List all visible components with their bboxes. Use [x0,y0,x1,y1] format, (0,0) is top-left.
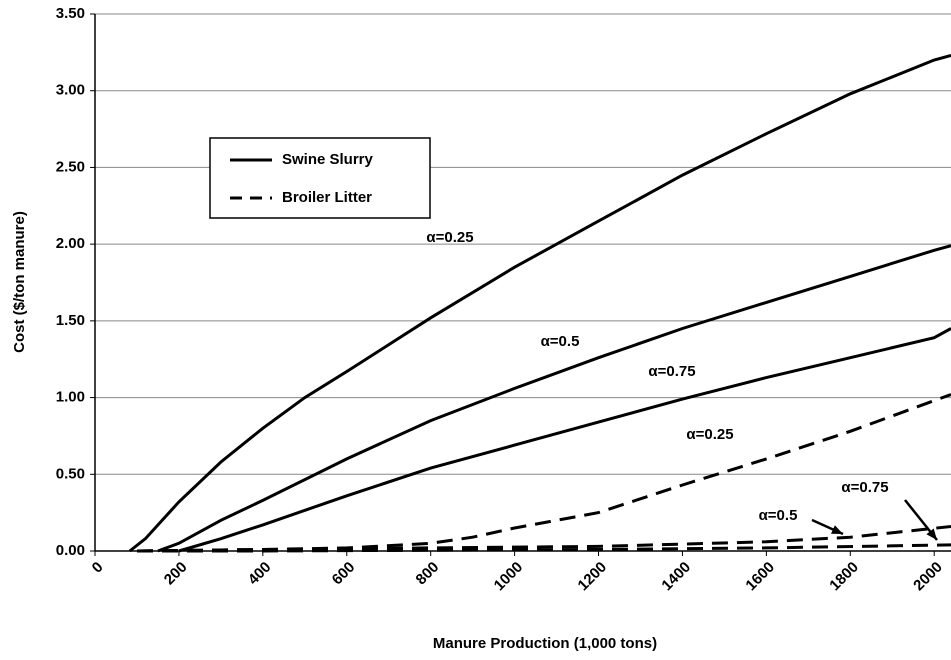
line-label: α=0.5 [759,507,798,524]
x-tick-label: 1400 [658,559,694,595]
arrow-head [926,528,937,540]
y-tick-label: 1.50 [56,312,85,329]
arrow-head [831,525,843,534]
x-tick-label: 1800 [826,559,862,595]
legend-label: Broiler Litter [282,189,372,206]
x-tick-label: 1000 [491,559,527,595]
line-label: α=0.75 [841,479,888,496]
line-label: α=0.25 [426,229,473,246]
y-tick-label: 0.00 [56,542,85,559]
line-label: α=0.5 [541,333,580,350]
line [178,327,951,553]
y-tick-label: 1.00 [56,389,85,406]
x-tick-label: 0 [89,559,107,577]
line-label: α=0.25 [686,426,733,443]
line [136,525,951,553]
y-tick-label: 0.50 [56,465,85,482]
y-tick-label: 3.00 [56,82,85,99]
line-label: α=0.75 [648,363,695,380]
x-axis-title: Manure Production (1,000 tons) [433,635,657,652]
y-tick-label: 3.50 [56,5,85,22]
x-tick-label: 600 [329,559,359,589]
x-tick-label: 200 [161,559,191,589]
line [128,53,951,553]
x-tick-label: 800 [413,559,443,589]
line [137,543,951,553]
legend-box [209,137,431,219]
legend-label: Swine Slurry [282,151,374,168]
x-tick-label: 2000 [910,559,946,595]
line [157,244,951,553]
y-tick-label: 2.00 [56,235,85,252]
y-tick-label: 2.50 [56,158,85,175]
x-tick-label: 400 [245,559,275,589]
x-tick-label: 1600 [742,559,778,595]
x-tick-label: 1200 [575,559,611,595]
y-axis-title: Cost ($/ton manure) [11,211,28,353]
